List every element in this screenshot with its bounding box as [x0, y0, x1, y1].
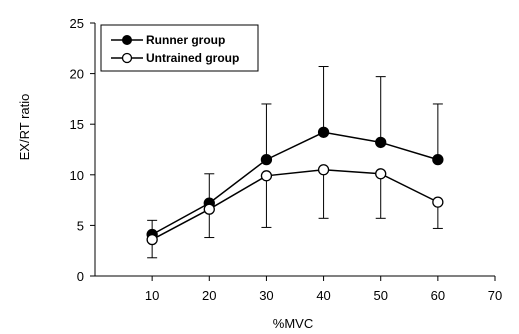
error-bars: [147, 66, 443, 259]
data-points: [146, 126, 444, 246]
x-tick-label: 60: [431, 288, 445, 303]
series-lines: [151, 131, 439, 241]
data-point-untrained-group: [432, 196, 444, 208]
series-line-untrained-group: [151, 168, 439, 241]
y-axis-title: EX/RT ratio: [17, 94, 32, 161]
data-point-runner-group: [260, 153, 273, 166]
legend-label-runner: Runner group: [146, 33, 225, 47]
data-point-untrained-group: [203, 203, 215, 215]
legend: Runner group Untrained group: [100, 24, 259, 72]
x-tick-label: 10: [145, 288, 159, 303]
y-tick-label: 0: [77, 269, 84, 284]
y-tick-label: 5: [77, 218, 84, 233]
x-tick-label: 40: [316, 288, 330, 303]
x-tick-label: 30: [259, 288, 273, 303]
y-tick-label: 20: [70, 67, 84, 82]
y-tick-label: 10: [70, 168, 84, 183]
y-tick-label: 15: [70, 117, 84, 132]
series-line-runner-group: [151, 131, 439, 236]
legend-marker-untrained: [121, 52, 133, 64]
axes: 0 5 10 15 20 25 10 20 30 40 50 60 70: [70, 16, 503, 303]
data-point-runner-group: [432, 153, 444, 166]
data-point-untrained-group: [146, 233, 158, 246]
data-point-untrained-group: [375, 168, 387, 180]
x-axis-title: %MVC: [273, 316, 313, 331]
y-tick-label: 25: [70, 16, 84, 31]
x-tick-label: 20: [202, 288, 216, 303]
data-point-untrained-group: [317, 164, 330, 176]
x-tick-label: 70: [488, 288, 502, 303]
data-point-runner-group: [317, 126, 330, 138]
legend-label-untrained: Untrained group: [146, 51, 239, 65]
legend-box: [100, 24, 259, 72]
x-tick-label: 50: [373, 288, 387, 303]
data-point-untrained-group: [260, 170, 273, 182]
data-point-runner-group: [375, 136, 387, 149]
legend-marker-runner: [122, 35, 132, 45]
